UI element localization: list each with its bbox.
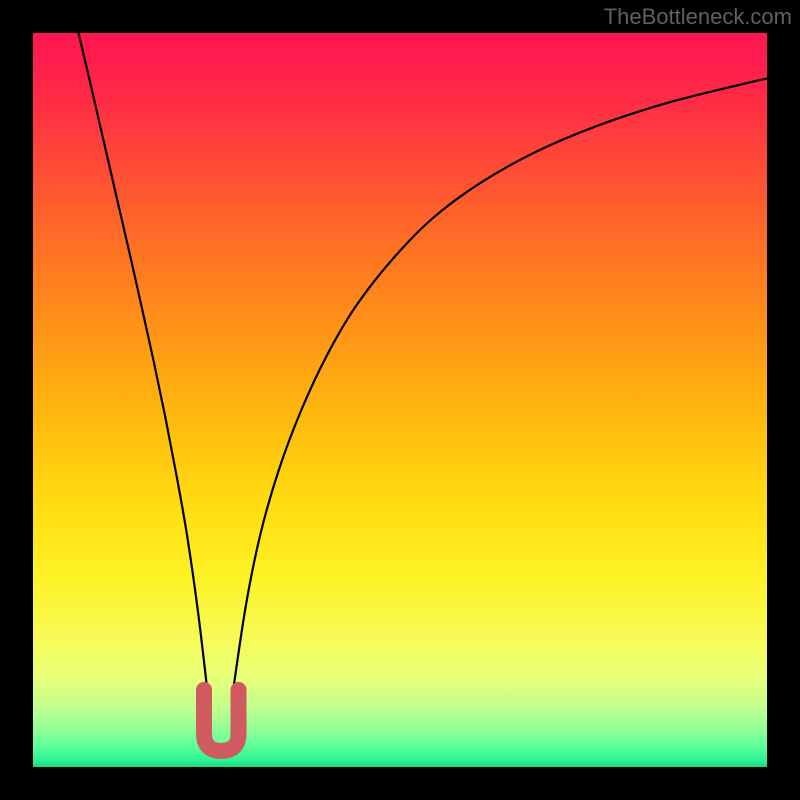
gradient-background <box>33 33 767 767</box>
watermark-text: TheBottleneck.com <box>604 4 792 30</box>
plot-area <box>33 33 767 767</box>
chart-container: TheBottleneck.com <box>0 0 800 800</box>
chart-svg <box>33 33 767 767</box>
